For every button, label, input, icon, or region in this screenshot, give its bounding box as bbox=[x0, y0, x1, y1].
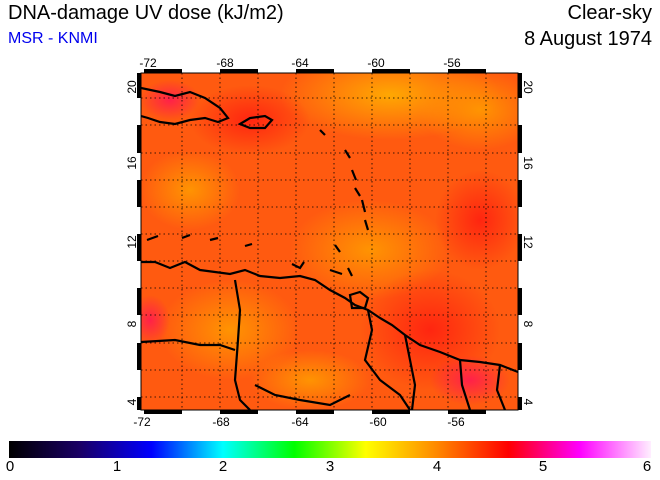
sky-condition: Clear-sky bbox=[567, 2, 652, 24]
lat-label-right: 16 bbox=[521, 156, 535, 170]
lat-label-left: 20 bbox=[125, 80, 139, 94]
credit-label: MSR - KNMI bbox=[8, 30, 98, 47]
chart-title: DNA-damage UV dose (kJ/m2) bbox=[8, 2, 284, 24]
lat-label-left: 8 bbox=[125, 320, 139, 327]
lat-label-left: 16 bbox=[125, 156, 139, 170]
colorbar-label: 2 bbox=[218, 458, 228, 475]
lat-label-right: 20 bbox=[521, 80, 535, 94]
lat-label-right: 12 bbox=[521, 235, 535, 249]
colorbar-label: 6 bbox=[642, 458, 652, 475]
colorbar-label: 0 bbox=[5, 458, 15, 475]
lon-label-top: -72 bbox=[139, 56, 157, 70]
colorbar bbox=[9, 441, 651, 458]
coastlines bbox=[141, 86, 518, 410]
colorbar-label: 5 bbox=[538, 458, 548, 475]
lon-label-bottom: -68 bbox=[212, 415, 230, 429]
lon-label-top: -68 bbox=[216, 56, 234, 70]
lon-label-top: -56 bbox=[443, 56, 461, 70]
uv-dose-map: -72 -68 -64 -60 -56 -72 -68 -64 -60 -56 … bbox=[125, 56, 535, 429]
lat-label-right: 4 bbox=[521, 399, 535, 406]
date-label: 8 August 1974 bbox=[524, 28, 652, 50]
lat-label-left: 4 bbox=[125, 398, 139, 405]
lat-label-right: 8 bbox=[521, 321, 535, 328]
lon-label-bottom: -64 bbox=[291, 415, 309, 429]
colorbar-label: 3 bbox=[325, 458, 335, 475]
lon-label-bottom: -56 bbox=[447, 415, 465, 429]
lon-label-top: -60 bbox=[367, 56, 385, 70]
lon-label-top: -64 bbox=[291, 56, 309, 70]
lon-label-bottom: -72 bbox=[133, 415, 151, 429]
map-frame bbox=[137, 69, 522, 414]
dose-field bbox=[141, 73, 518, 410]
colorbar-label: 4 bbox=[432, 458, 442, 475]
lat-label-left: 12 bbox=[125, 235, 139, 249]
lon-label-bottom: -60 bbox=[369, 415, 387, 429]
colorbar-label: 1 bbox=[112, 458, 122, 475]
